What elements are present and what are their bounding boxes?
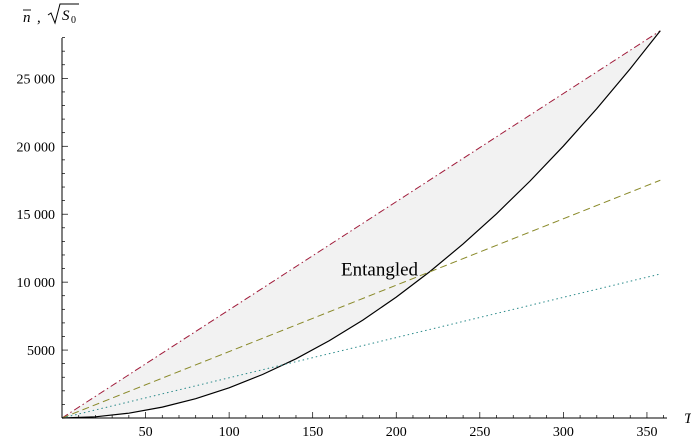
- x-axis-label: T: [684, 411, 691, 427]
- x-tick-label: 150: [302, 425, 323, 440]
- series-layer: [61, 30, 661, 419]
- x-tick-label: 100: [219, 425, 240, 440]
- series-line-middle-dashed: [61, 179, 661, 419]
- y-label-separator: ,: [37, 10, 41, 26]
- y-label-s: S: [62, 8, 70, 24]
- y-tick-label: 5000: [27, 344, 55, 359]
- y-tick-label: 10 000: [17, 276, 56, 291]
- sqrt-sign: [47, 3, 79, 25]
- y-axis-label: n , S 0: [23, 3, 79, 26]
- ticks-layer: 50 100 150 200 250 300 350 5000 10 000 15 000 20 0…: [17, 37, 665, 440]
- series-line-lower-solid: [61, 30, 661, 419]
- series-line-upper-dashdot: [61, 30, 661, 419]
- y-label-subscript: 0: [71, 15, 76, 26]
- y-label-nbar: n: [23, 10, 31, 26]
- x-tick-label: 300: [553, 425, 574, 440]
- x-tick-label: 250: [469, 425, 490, 440]
- x-tick-label: 200: [386, 425, 407, 440]
- y-tick-label: 15 000: [17, 208, 56, 223]
- y-tick-label: 20 000: [17, 140, 56, 155]
- annotation-entangled: Entangled: [341, 259, 419, 280]
- y-tick-label: 25 000: [17, 72, 56, 87]
- x-tick-label: 50: [139, 425, 153, 440]
- x-tick-label: 350: [636, 425, 657, 440]
